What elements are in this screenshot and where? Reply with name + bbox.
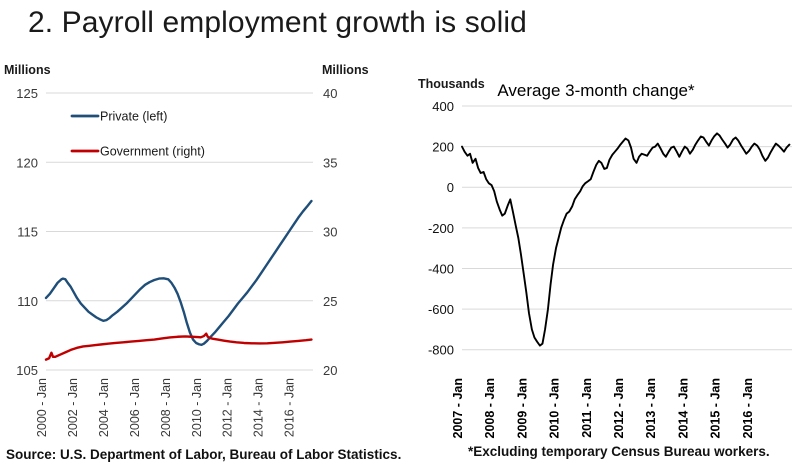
left-y-tick-115: 115 — [17, 225, 38, 240]
series-line-3month-change — [461, 132, 791, 347]
right-chart-y-tick--200: -200 — [428, 221, 454, 236]
left-x-tick-2012: 2012 - Jan — [221, 378, 235, 437]
payroll-3month-change-chart: Thousands Average 3-month change* 400 200 0 -… — [418, 77, 792, 438]
left-x-tick-2002: 2002 - Jan — [66, 378, 80, 437]
right-chart-y-tick--600: -600 — [428, 302, 454, 317]
census-footnote: *Excluding temporary Census Bureau worke… — [468, 444, 770, 459]
legend-label-government: Government (right) — [100, 145, 205, 159]
left-y-tick-125: 125 — [16, 86, 38, 101]
source-note: Source: U.S. Department of Labor, Bureau… — [6, 447, 402, 462]
right-x-tick-2010: 2010 - Jan — [548, 378, 562, 438]
right-x-tick-2009: 2009 - Jan — [515, 378, 529, 438]
right-x-tick-2016: 2016 - Jan — [741, 378, 755, 438]
left-x-tick-2008: 2008 - Jan — [159, 378, 173, 437]
series-line-government — [44, 332, 313, 361]
left-axis-unit-label: Millions — [4, 63, 51, 77]
left-x-tick-2000: 2000 - Jan — [35, 378, 49, 437]
left-x-tick-2004: 2004 - Jan — [97, 378, 111, 437]
right-x-tick-2008: 2008 - Jan — [483, 378, 497, 438]
left-y-tick-105: 105 — [16, 363, 38, 378]
right-x-tick-2014: 2014 - Jan — [676, 378, 690, 438]
left-x-tick-2014: 2014 - Jan — [252, 378, 266, 437]
left-x-tick-2010: 2010 - Jan — [190, 378, 204, 437]
right-axis-unit-label: Millions — [322, 63, 369, 77]
chart-panel-3month-change: Thousands Average 3-month change* 400 200 0 -… — [400, 58, 800, 468]
legend-label-private: Private (left) — [100, 110, 167, 124]
right-chart-y-tick-400: 400 — [432, 99, 454, 114]
right-x-tick-2013: 2013 - Jan — [644, 378, 658, 438]
right-x-tick-2012: 2012 - Jan — [612, 378, 626, 438]
right-y-tick-40: 40 — [323, 86, 337, 101]
right-chart-y-tick-0: 0 — [447, 180, 454, 195]
right-x-tick-2011: 2011 - Jan — [580, 378, 594, 438]
payroll-levels-chart: Millions Millions 125 120 115 110 105 40 35 30 25 2… — [4, 63, 369, 437]
right-y-tick-35: 35 — [323, 155, 337, 170]
left-x-tick-2016: 2016 - Jan — [283, 378, 297, 437]
left-y-tick-120: 120 — [16, 155, 38, 170]
right-chart-unit-label: Thousands — [418, 77, 485, 91]
right-y-tick-25: 25 — [323, 294, 337, 309]
right-chart-title: Average 3-month change* — [497, 81, 695, 100]
page-title: 2. Payroll employment growth is solid — [28, 6, 527, 39]
right-x-tick-2015: 2015 - Jan — [709, 378, 723, 438]
right-chart-y-tick--800: -800 — [428, 343, 454, 358]
right-chart-y-tick--400: -400 — [428, 261, 454, 276]
right-chart-y-tick-200: 200 — [432, 140, 454, 155]
right-y-tick-20: 20 — [323, 363, 337, 378]
left-y-tick-110: 110 — [17, 294, 38, 309]
series-line-private — [44, 199, 313, 346]
right-x-tick-2007: 2007 - Jan — [451, 378, 465, 438]
left-x-tick-2006: 2006 - Jan — [128, 378, 142, 437]
right-y-tick-30: 30 — [323, 225, 337, 240]
chart-panel-payroll-levels: Millions Millions 125 120 115 110 105 40 35 30 25 2… — [0, 58, 400, 468]
